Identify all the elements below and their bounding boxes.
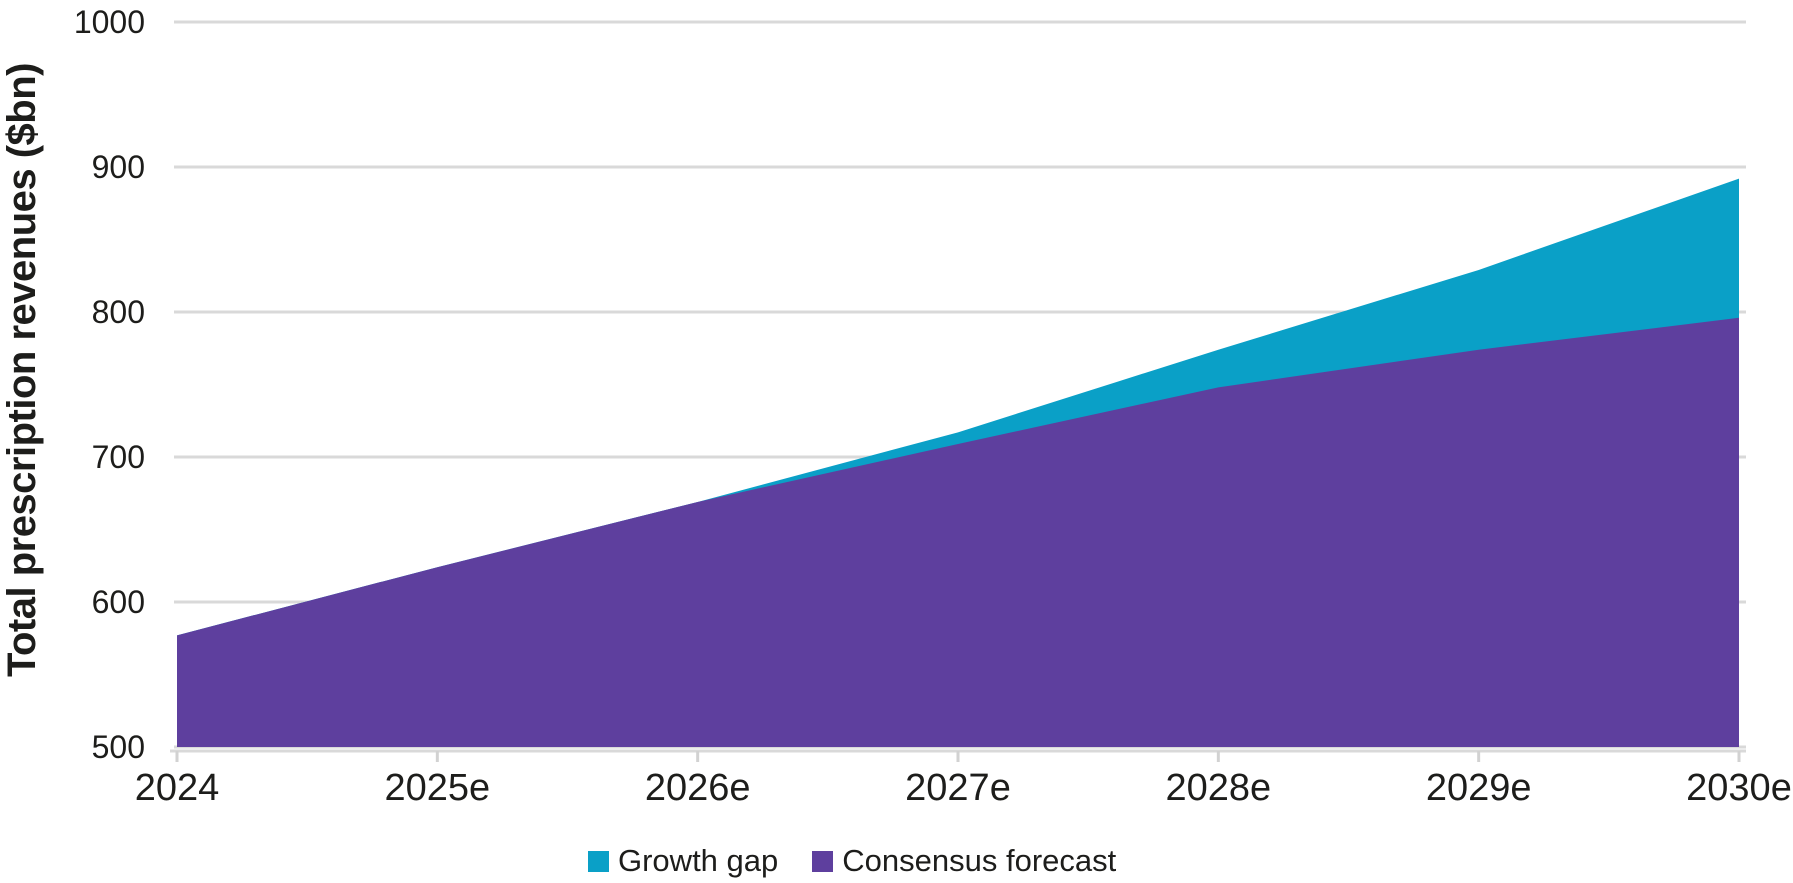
y-tick-label-700: 700: [92, 439, 145, 475]
x-tick-label-2027e: 2027e: [905, 767, 1011, 809]
area-consensus-forecast: [177, 317, 1739, 747]
x-tick-label-2024: 2024: [135, 767, 220, 809]
legend-label-consensus-forecast: Consensus forecast: [842, 843, 1117, 878]
legend-swatch-growth-gap-icon: [588, 850, 609, 872]
x-tick-label-2028e: 2028e: [1165, 767, 1271, 809]
y-tick-label-1000: 1000: [74, 4, 145, 40]
legend-label-growth-gap: Growth gap: [618, 843, 779, 878]
y-tick-label-800: 800: [92, 294, 145, 330]
y-tick-label-900: 900: [92, 149, 145, 185]
x-tick-label-2026e: 2026e: [645, 767, 751, 809]
legend-item-growth-gap: Growth gap: [588, 843, 778, 879]
legend: Growth gap Consensus forecast: [588, 843, 1116, 879]
legend-swatch-consensus-forecast-icon: [812, 850, 834, 872]
y-tick-label-600: 600: [92, 584, 145, 620]
legend-item-consensus-forecast: Consensus forecast: [812, 843, 1116, 879]
x-tick-label-2030e: 2030e: [1686, 767, 1792, 809]
x-tick-label-2025e: 2025e: [384, 767, 490, 809]
x-tick-label-2029e: 2029e: [1426, 767, 1532, 809]
y-tick-label-500: 500: [92, 729, 145, 765]
